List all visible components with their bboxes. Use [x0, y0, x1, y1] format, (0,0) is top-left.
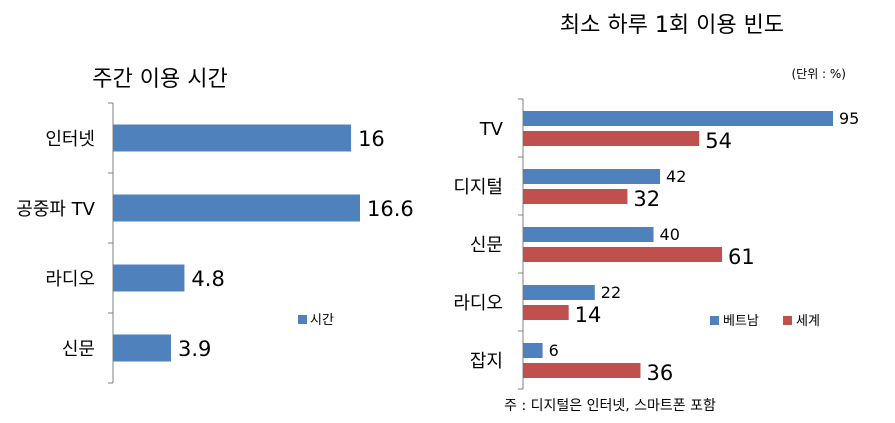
right-legend-swatch-vietnam: [710, 316, 719, 325]
left-bar-라디오: [113, 264, 185, 292]
right-category-label: 잡지: [470, 351, 503, 372]
right-legend-swatch-world: [783, 316, 792, 325]
right-bar-vietnam-잡지: [523, 343, 543, 358]
unit-note: (단위 : %): [791, 67, 846, 81]
right-bar-vietnam-라디오: [523, 285, 595, 300]
left-bar-인터넷: [113, 124, 352, 152]
left-category-label: 공중파 TV: [16, 199, 95, 220]
right-category-label: 디지털: [453, 177, 503, 198]
right-value-label-vietnam: 6: [549, 341, 559, 360]
left-category-label: 인터넷: [45, 129, 95, 150]
right-category-label: 라디오: [453, 293, 503, 314]
right-value-label-world: 36: [646, 361, 673, 385]
right-bar-world-라디오: [523, 305, 569, 320]
right-bar-world-신문: [523, 247, 723, 262]
right-legend: 베트남 세계: [710, 314, 820, 329]
right-value-label-world: 14: [575, 303, 602, 327]
right-bar-world-잡지: [523, 363, 641, 378]
left-chart-title: 주간 이용 시간: [92, 67, 227, 92]
right-value-label-world: 32: [633, 187, 660, 211]
left-value-label: 3.9: [178, 337, 211, 361]
left-value-label: 4.8: [191, 267, 224, 291]
right-bar-vietnam-디지털: [523, 169, 661, 184]
left-value-label: 16.6: [367, 197, 414, 221]
right-value-label-vietnam: 42: [666, 167, 686, 186]
right-legend-label-world: 세계: [796, 314, 820, 329]
left-legend-label: 시간: [310, 313, 334, 328]
weekly-usage-chart: 주간 이용 시간 16 인터넷 16.6 공중파 TV 4.8 라디오 3.9 신문 시간: [16, 67, 414, 384]
left-legend: 시간: [298, 313, 334, 328]
footnote: 주 : 디지털은 인터넷, 스마트폰 포함: [504, 398, 716, 414]
right-bar-vietnam-TV: [523, 111, 833, 126]
right-bar-world-TV: [523, 131, 700, 146]
right-category-label: TV: [479, 119, 504, 140]
left-category-label: 라디오: [45, 269, 95, 290]
right-value-label-vietnam: 22: [601, 283, 621, 302]
right-chart-title: 최소 하루 1회 이용 빈도: [560, 13, 784, 38]
right-category-label: 신문: [470, 235, 503, 256]
right-legend-label-vietnam: 베트남: [723, 314, 759, 329]
left-bar-신문: [113, 334, 172, 362]
left-category-label: 신문: [62, 339, 95, 360]
daily-frequency-chart: 최소 하루 1회 이용 빈도 (단위 : %) 95 54 TV 42 32 디지털 40 6…: [453, 13, 859, 414]
right-value-label-vietnam: 40: [660, 225, 680, 244]
left-legend-swatch: [298, 315, 307, 324]
right-value-label-vietnam: 95: [839, 109, 859, 128]
left-value-label: 16: [358, 127, 385, 151]
right-value-label-world: 61: [728, 245, 755, 269]
right-bar-world-디지털: [523, 189, 628, 204]
right-bar-vietnam-신문: [523, 227, 654, 242]
left-bar-공중파-TV: [113, 194, 360, 222]
right-value-label-world: 54: [705, 129, 732, 153]
